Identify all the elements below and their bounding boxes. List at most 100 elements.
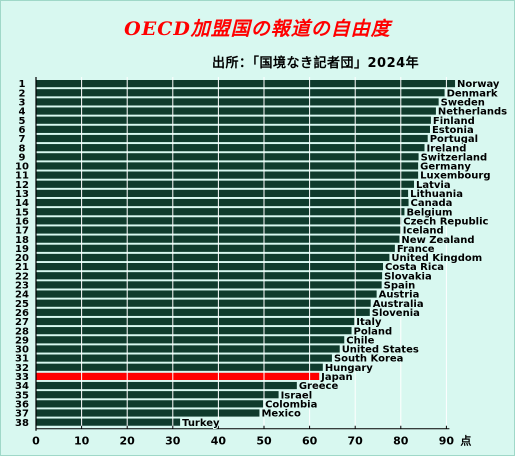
- rank-label: 15: [15, 207, 29, 218]
- country-label: United States: [342, 345, 419, 356]
- country-label: Estonia: [432, 125, 474, 136]
- rank-label: 37: [15, 409, 29, 420]
- country-label: Slovakia: [384, 271, 432, 282]
- rank-label: 29: [15, 335, 29, 346]
- country-label: Denmark: [447, 88, 498, 99]
- bar-colombia: [36, 400, 264, 408]
- x-tick-label: 40: [211, 435, 227, 448]
- rank-label: 5: [19, 116, 26, 127]
- bar-lithuania: [36, 189, 409, 197]
- country-label: Turkey: [182, 418, 220, 429]
- bar-spain: [36, 281, 382, 289]
- bar-france: [36, 244, 395, 252]
- x-tick-label: 50: [256, 435, 272, 448]
- country-label: South Korea: [334, 354, 403, 365]
- bar-australia: [36, 299, 371, 307]
- country-label: Portugal: [430, 134, 478, 145]
- country-label: Germany: [420, 162, 471, 173]
- x-tick-label: 30: [165, 435, 181, 448]
- bar-new-zealand: [36, 235, 400, 243]
- bar-netherlands: [36, 107, 436, 115]
- country-label: Czech Republic: [403, 216, 488, 227]
- rank-label: 28: [15, 326, 29, 337]
- rank-label: 21: [15, 262, 29, 273]
- country-label: Austria: [379, 290, 420, 301]
- country-label: Hungary: [325, 363, 373, 374]
- x-tick-label: 20: [120, 435, 136, 448]
- country-label: Australia: [373, 299, 424, 310]
- bar-denmark: [36, 89, 445, 97]
- country-label: Norway: [457, 79, 500, 90]
- rank-label: 18: [15, 235, 29, 246]
- rank-label: 14: [15, 198, 29, 209]
- country-label: Iceland: [403, 226, 444, 237]
- bar-canada: [36, 198, 409, 207]
- x-tick-label: 70: [348, 435, 364, 448]
- rank-label: 6: [19, 125, 26, 136]
- rank-label: 1: [19, 79, 26, 90]
- bar-poland: [36, 327, 352, 335]
- bar-portugal: [36, 134, 428, 143]
- rank-label: 23: [15, 281, 29, 292]
- bar-italy: [36, 317, 355, 326]
- bar-ireland: [36, 144, 425, 152]
- rank-label: 16: [15, 216, 29, 227]
- rank-label: 10: [15, 162, 29, 173]
- rank-label: 24: [15, 290, 29, 301]
- rank-label: 8: [19, 143, 26, 154]
- country-label: Finland: [433, 116, 475, 127]
- rank-label: 31: [15, 354, 29, 365]
- rank-label: 36: [15, 399, 29, 410]
- rank-label: 12: [15, 180, 29, 191]
- rank-label: 30: [15, 345, 29, 356]
- bar-latvia: [36, 180, 415, 188]
- rank-label: 25: [15, 299, 29, 310]
- rank-label: 13: [15, 189, 29, 200]
- bar-germany: [36, 162, 419, 170]
- country-label: Ireland: [427, 143, 467, 154]
- country-label: France: [397, 244, 435, 255]
- rank-label: 19: [15, 244, 29, 255]
- rank-label: 26: [15, 308, 29, 319]
- bar-switzerland: [36, 153, 419, 161]
- country-label: Spain: [384, 281, 416, 292]
- bar-south-korea: [36, 354, 332, 362]
- rank-label: 2: [19, 88, 26, 99]
- country-label: Luxembourg: [420, 171, 490, 182]
- bar-austria: [36, 290, 377, 298]
- rank-label: 38: [15, 418, 29, 429]
- rank-label: 11: [15, 171, 29, 182]
- country-label: New Zealand: [401, 235, 474, 246]
- x-tick-label: 0: [32, 435, 40, 448]
- bar-estonia: [36, 125, 430, 133]
- x-tick-label: 80: [393, 435, 409, 448]
- bar-slovakia: [36, 272, 383, 280]
- bar-united-kingdom: [36, 253, 390, 262]
- bar-mexico: [36, 409, 260, 417]
- country-label: Switzerland: [421, 152, 488, 163]
- country-label: Sweden: [441, 98, 485, 109]
- rank-label: 35: [15, 390, 29, 401]
- country-label: Colombia: [265, 399, 317, 410]
- bar-greece: [36, 381, 297, 390]
- bar-japan: [36, 372, 320, 380]
- country-label: Slovenia: [372, 308, 420, 319]
- country-label: Canada: [411, 198, 453, 209]
- country-label: Poland: [354, 326, 393, 337]
- bar-chile: [36, 336, 345, 344]
- rank-label: 32: [15, 363, 29, 374]
- bar-hungary: [36, 363, 323, 371]
- bar-norway: [36, 80, 456, 88]
- country-label: Costa Rica: [385, 262, 444, 273]
- country-label: United Kingdom: [391, 253, 482, 264]
- country-label: Netherlands: [438, 107, 507, 118]
- rank-label: 33: [15, 372, 29, 383]
- bar-finland: [36, 116, 431, 124]
- country-label: Israel: [281, 390, 313, 401]
- bar-turkey: [36, 418, 181, 426]
- country-label: Italy: [356, 317, 382, 328]
- country-label: Greece: [299, 381, 339, 392]
- country-label: Belgium: [406, 207, 452, 218]
- chart-title: OECD加盟国の報道の自由度: [124, 18, 391, 40]
